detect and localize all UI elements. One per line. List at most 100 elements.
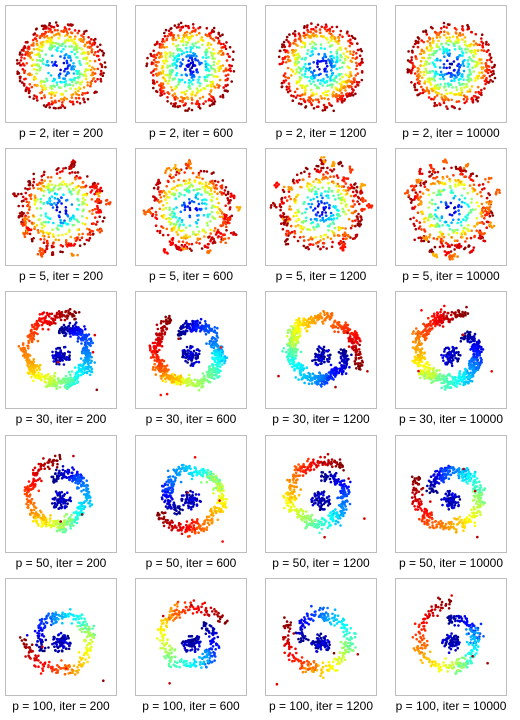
scatter-point xyxy=(53,380,57,383)
scatter-point xyxy=(65,355,69,359)
scatter-point xyxy=(440,73,444,76)
scatter-point xyxy=(89,344,92,347)
scatter-point xyxy=(62,61,66,65)
scatter-point xyxy=(450,243,454,247)
scatter-point xyxy=(301,227,304,231)
scatter-point xyxy=(317,181,320,184)
scatter-point xyxy=(38,54,41,57)
scatter-point xyxy=(338,33,342,37)
scatter-point xyxy=(68,45,71,48)
scatter-point xyxy=(356,72,360,75)
scatter-point xyxy=(409,217,412,221)
scatter-point xyxy=(344,212,348,216)
scatter-point xyxy=(319,239,322,242)
scatter-point xyxy=(462,69,466,73)
scatter-point xyxy=(195,175,198,179)
scatter-point xyxy=(205,170,209,173)
scatter-point xyxy=(20,56,23,59)
scatter-point xyxy=(306,167,309,171)
scatter-point xyxy=(434,84,438,87)
scatter-point xyxy=(188,208,192,212)
scatter-point xyxy=(180,204,184,207)
scatter-point xyxy=(37,371,40,374)
scatter-point xyxy=(294,42,297,46)
scatter-point xyxy=(90,198,94,201)
scatter-point xyxy=(40,59,44,63)
scatter-point xyxy=(49,202,52,205)
scatter-point xyxy=(33,75,36,79)
scatter-point xyxy=(304,62,307,66)
scatter-point xyxy=(27,362,31,365)
scatter-point xyxy=(189,50,192,54)
scatter-point xyxy=(434,177,437,180)
scatter-point xyxy=(175,84,178,88)
scatter-point xyxy=(103,61,107,64)
scatter-point xyxy=(30,64,34,67)
scatter-point xyxy=(191,171,195,175)
scatter-point xyxy=(168,190,172,194)
scatter-point xyxy=(172,175,175,179)
scatter-point xyxy=(413,42,417,46)
scatter-point xyxy=(477,96,480,99)
scatter-point xyxy=(433,213,437,216)
scatter-point xyxy=(173,212,176,215)
scatter-point xyxy=(454,179,457,182)
scatter-point xyxy=(213,69,217,72)
scatter-point xyxy=(84,73,87,76)
scatter-point xyxy=(430,87,433,91)
scatter-point xyxy=(38,36,42,40)
scatter-point xyxy=(202,86,206,90)
scatter-point xyxy=(209,189,213,192)
scatter-point xyxy=(308,243,311,246)
scatter-point xyxy=(57,188,60,191)
scatter-point xyxy=(185,241,189,245)
scatter-point xyxy=(277,183,281,186)
scatter-point xyxy=(48,198,51,202)
scatter-point xyxy=(461,25,464,28)
scatter-point xyxy=(465,237,469,240)
scatter-point xyxy=(422,30,425,33)
scatter-point xyxy=(324,36,328,40)
scatter-point xyxy=(212,171,215,174)
scatter-point xyxy=(321,218,325,222)
scatter-point xyxy=(50,93,53,96)
scatter-point xyxy=(308,66,312,70)
scatter-point xyxy=(48,217,52,220)
scatter-point xyxy=(351,91,354,94)
scatter-point xyxy=(39,214,43,217)
scatter-point xyxy=(80,34,83,37)
scatter-point xyxy=(487,49,490,52)
scatter-point xyxy=(356,195,360,199)
scatter-point xyxy=(45,231,48,234)
scatter-point xyxy=(176,184,179,188)
scatter-point xyxy=(342,210,346,213)
scatter-point xyxy=(73,29,77,32)
scatter-point xyxy=(86,233,90,236)
scatter-point xyxy=(207,46,211,50)
scatter-point xyxy=(328,203,331,207)
scatter-point xyxy=(195,241,198,244)
scatter-point xyxy=(150,206,154,210)
scatter-point xyxy=(62,323,66,327)
scatter-point xyxy=(202,214,206,217)
scatter-point xyxy=(91,66,94,69)
scatter-point xyxy=(442,160,446,164)
scatter-point xyxy=(460,91,464,94)
scatter-point xyxy=(76,253,79,257)
scatter-point xyxy=(84,356,87,360)
scatter-point xyxy=(72,62,75,65)
scatter-point xyxy=(473,224,476,228)
scatter-point xyxy=(335,185,338,188)
scatter-point xyxy=(42,185,46,188)
scatter-point xyxy=(188,162,192,166)
scatter-point xyxy=(460,88,464,92)
scatter-point xyxy=(431,37,435,40)
scatter-point xyxy=(21,62,25,65)
scatter-point xyxy=(420,76,424,80)
scatter-point xyxy=(185,167,188,170)
scatter-point xyxy=(432,253,435,257)
scatter-point xyxy=(204,181,208,184)
scatter-point xyxy=(76,337,80,340)
scatter-point xyxy=(44,316,47,320)
scatter-point xyxy=(431,89,434,93)
